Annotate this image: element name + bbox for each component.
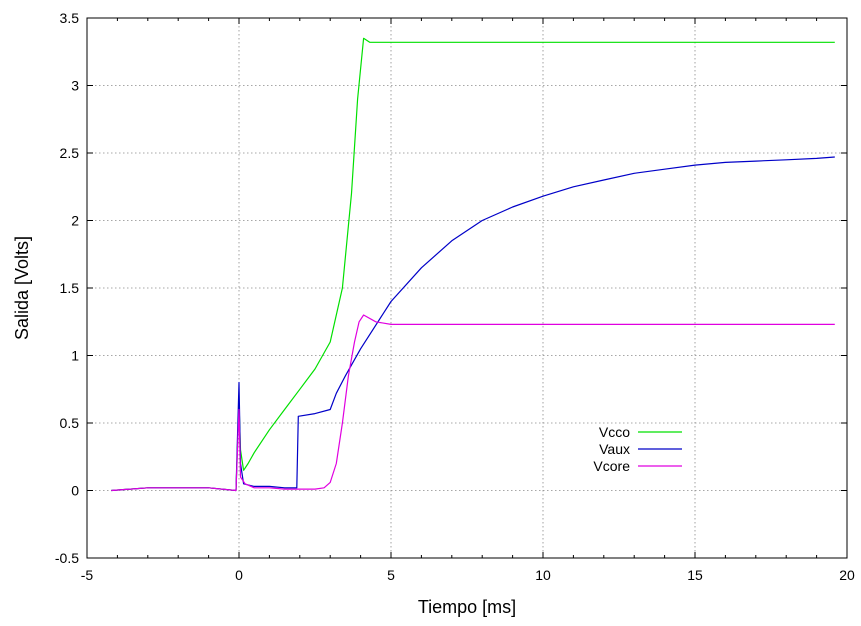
series-line-vcore [111,314,835,492]
legend-label-vcore: Vcore [593,458,630,474]
x-tick-label: 10 [535,567,551,583]
y-tick-label: 2 [71,213,79,229]
series-layer [111,37,835,492]
y-tick-label: 3 [71,78,79,94]
tick-labels: -5 0 5 10 15 20 -0.5 0 0.5 1 1.5 2 2.5 3 3.5 [55,10,855,583]
y-tick-label: 3.5 [60,10,80,26]
x-tick-label: 20 [839,567,855,583]
y-tick-label: 1 [71,348,79,364]
series-line-vaux [111,156,835,492]
x-tick-label: 5 [387,567,395,583]
y-tick-label: 2.5 [60,145,80,161]
y-axis-title: Salida [Volts] [12,236,32,340]
x-axis-title: Tiempo [ms] [418,597,516,617]
x-tick-label: 0 [235,567,243,583]
x-tick-label: -5 [81,567,94,583]
x-tick-label: 15 [687,567,703,583]
axis-ticks [86,17,848,559]
y-tick-label: 0.5 [60,415,80,431]
legend-label-vaux: Vaux [599,441,630,457]
y-tick-label: -0.5 [55,550,79,566]
grid [87,18,847,558]
y-tick-label: 1.5 [60,280,80,296]
legend-label-vcco: Vcco [599,424,630,440]
y-tick-label: 0 [71,483,79,499]
